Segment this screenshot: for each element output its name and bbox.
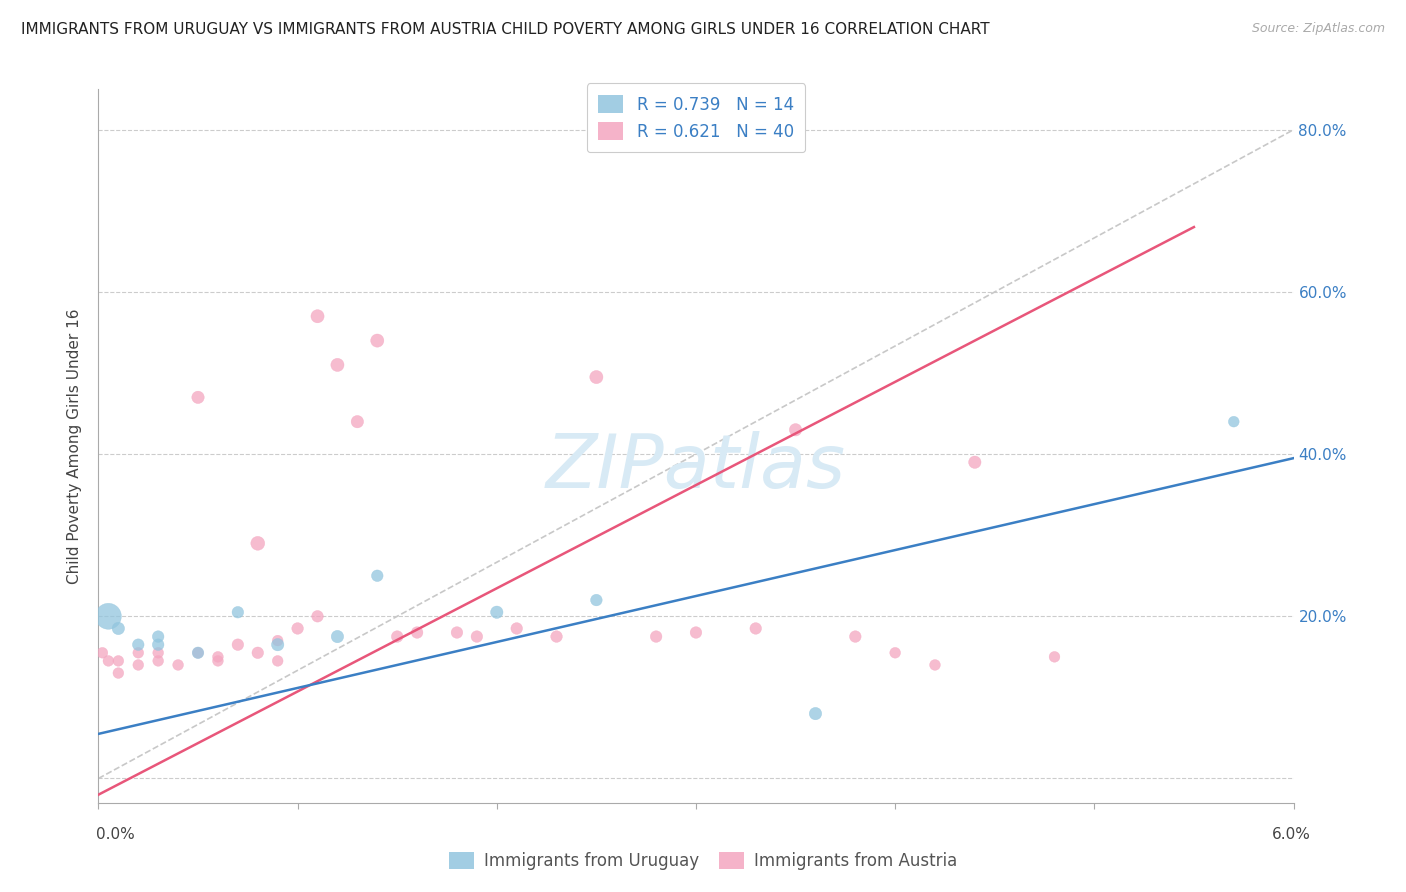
Point — [207, 649, 229, 664]
Point — [406, 625, 429, 640]
Point — [107, 666, 129, 681]
Point — [685, 625, 707, 640]
Point — [1223, 415, 1246, 429]
Point — [385, 630, 409, 644]
Point — [446, 625, 468, 640]
Text: IMMIGRANTS FROM URUGUAY VS IMMIGRANTS FROM AUSTRIA CHILD POVERTY AMONG GIRLS UND: IMMIGRANTS FROM URUGUAY VS IMMIGRANTS FR… — [21, 22, 990, 37]
Point — [148, 654, 170, 668]
Y-axis label: Child Poverty Among Girls Under 16: Child Poverty Among Girls Under 16 — [67, 309, 83, 583]
Point — [127, 646, 149, 660]
Point — [226, 605, 249, 619]
Point — [148, 630, 170, 644]
Point — [346, 415, 368, 429]
Point — [645, 630, 668, 644]
Point — [1043, 649, 1066, 664]
Text: 6.0%: 6.0% — [1271, 827, 1310, 841]
Point — [506, 622, 529, 636]
Point — [246, 536, 269, 550]
Point — [187, 646, 209, 660]
Point — [326, 358, 349, 372]
Point — [844, 630, 866, 644]
Point — [307, 609, 329, 624]
Point — [148, 638, 170, 652]
Point — [267, 654, 290, 668]
Point — [91, 646, 114, 660]
Point — [148, 646, 170, 660]
Point — [267, 633, 290, 648]
Point — [107, 654, 129, 668]
Legend: Immigrants from Uruguay, Immigrants from Austria: Immigrants from Uruguay, Immigrants from… — [441, 845, 965, 877]
Point — [187, 390, 209, 404]
Point — [287, 622, 309, 636]
Point — [924, 657, 946, 672]
Point — [326, 630, 349, 644]
Point — [366, 334, 388, 348]
Point — [963, 455, 986, 469]
Point — [127, 657, 149, 672]
Point — [226, 638, 249, 652]
Point — [785, 423, 807, 437]
Point — [884, 646, 907, 660]
Point — [585, 593, 607, 607]
Point — [127, 638, 149, 652]
Point — [546, 630, 568, 644]
Point — [267, 638, 290, 652]
Text: ZIPatlas: ZIPatlas — [546, 432, 846, 503]
Point — [366, 568, 388, 582]
Point — [585, 370, 607, 384]
Text: 0.0%: 0.0% — [96, 827, 135, 841]
Point — [97, 609, 120, 624]
Point — [167, 657, 190, 672]
Point — [745, 622, 768, 636]
Point — [107, 622, 129, 636]
Legend: R = 0.739   N = 14, R = 0.621   N = 40: R = 0.739 N = 14, R = 0.621 N = 40 — [586, 83, 806, 153]
Text: Source: ZipAtlas.com: Source: ZipAtlas.com — [1251, 22, 1385, 36]
Point — [207, 654, 229, 668]
Point — [97, 654, 120, 668]
Point — [187, 646, 209, 660]
Point — [246, 646, 269, 660]
Point — [485, 605, 508, 619]
Point — [465, 630, 488, 644]
Point — [307, 310, 329, 324]
Point — [804, 706, 827, 721]
